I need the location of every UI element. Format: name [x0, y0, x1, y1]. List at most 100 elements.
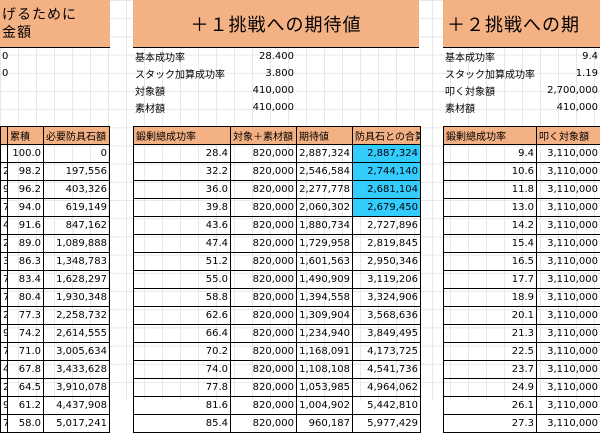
table-cell[interactable]: 3,433,628 [44, 361, 110, 379]
table-cell[interactable]: 7 [1, 415, 8, 433]
table-cell[interactable]: 100.0 [8, 145, 44, 163]
table-cell[interactable]: 89.0 [8, 235, 44, 253]
table-cell[interactable]: 16.5 [444, 253, 537, 271]
table-cell[interactable]: 1,601,563 [297, 253, 353, 271]
table-cell[interactable]: 3,110,000 [537, 289, 600, 307]
table-cell[interactable]: 36.0 [134, 181, 231, 199]
table-cell[interactable]: 98.2 [8, 163, 44, 181]
table-cell[interactable]: 5,442,810 [353, 397, 421, 415]
table-cell[interactable]: 820,000 [231, 163, 297, 181]
table-cell[interactable]: 1,004,902 [297, 397, 353, 415]
table-cell[interactable]: 24.9 [444, 379, 537, 397]
table-cell[interactable]: 77.3 [8, 307, 44, 325]
table-cell[interactable]: 3,110,000 [537, 145, 600, 163]
table-cell[interactable]: 32.2 [134, 163, 231, 181]
table-cell[interactable]: 4,173,725 [353, 343, 421, 361]
column-header[interactable]: 累積 [8, 127, 44, 145]
table-cell[interactable]: 5,017,241 [44, 415, 110, 433]
empty-cell[interactable] [296, 65, 423, 82]
column-header[interactable] [1, 127, 8, 145]
empty-cell[interactable] [296, 99, 423, 116]
column-header[interactable]: 対象＋素材額 [231, 127, 297, 145]
table-cell[interactable]: 51.2 [134, 253, 231, 271]
column-header[interactable]: 期待値 [297, 127, 353, 145]
table-cell[interactable]: 7 [1, 289, 8, 307]
table-cell[interactable]: 619,149 [44, 199, 110, 217]
table-cell[interactable]: 91.6 [8, 217, 44, 235]
table-cell[interactable]: 1,729,958 [297, 235, 353, 253]
table-cell[interactable]: 3,110,000 [537, 343, 600, 361]
table-cell[interactable]: 64.5 [8, 379, 44, 397]
table-cell[interactable]: 81.6 [134, 397, 231, 415]
table-cell[interactable]: 17.7 [444, 271, 537, 289]
table-cell[interactable]: 3,110,000 [537, 325, 600, 343]
info-value[interactable]: 0 [0, 48, 108, 65]
table-cell[interactable]: 1,053,985 [297, 379, 353, 397]
table-cell[interactable]: 7 [1, 271, 8, 289]
table-cell[interactable]: 1,348,783 [44, 253, 110, 271]
table-cell[interactable]: 820,000 [231, 217, 297, 235]
table-cell[interactable] [1, 145, 8, 163]
table-cell[interactable]: 820,000 [231, 325, 297, 343]
table-cell[interactable]: 3,110,000 [537, 361, 600, 379]
info-value[interactable]: 9.4 [536, 48, 600, 65]
table-cell[interactable]: 55.0 [134, 271, 231, 289]
table-cell[interactable]: 10.6 [444, 163, 537, 181]
table-cell[interactable]: 21.3 [444, 325, 537, 343]
info-label[interactable]: スタック加算成功率 [133, 65, 231, 82]
table-cell[interactable]: 820,000 [231, 289, 297, 307]
table-cell[interactable]: 7 [1, 343, 8, 361]
table-cell[interactable]: 2 [1, 163, 8, 181]
table-cell[interactable]: 3,110,000 [537, 307, 600, 325]
table-cell[interactable]: 3,110,000 [537, 181, 600, 199]
table-cell[interactable]: 70.2 [134, 343, 231, 361]
table-cell[interactable]: 9 [1, 397, 8, 415]
table-cell[interactable]: 26.1 [444, 397, 537, 415]
table-cell[interactable]: 9 [1, 325, 8, 343]
info-label[interactable]: 基本成功率 [133, 48, 231, 65]
table-cell[interactable]: 71.0 [8, 343, 44, 361]
table-cell[interactable]: 1,309,904 [297, 307, 353, 325]
table-cell[interactable]: 39.8 [134, 199, 231, 217]
table-cell[interactable]: 2,887,324 [297, 145, 353, 163]
table-cell[interactable]: 1,930,348 [44, 289, 110, 307]
table-cell[interactable]: 1,394,558 [297, 289, 353, 307]
table-cell[interactable]: 3,110,000 [537, 235, 600, 253]
table-cell[interactable]: 820,000 [231, 181, 297, 199]
table-cell[interactable]: 4,437,908 [44, 397, 110, 415]
table-cell[interactable]: 5,977,429 [353, 415, 421, 433]
table-cell[interactable]: 820,000 [231, 253, 297, 271]
info-value[interactable]: 410,000 [536, 99, 600, 116]
table-cell[interactable]: 61.2 [8, 397, 44, 415]
table-cell[interactable]: 66.4 [134, 325, 231, 343]
table-cell[interactable]: 2,819,845 [353, 235, 421, 253]
info-label[interactable]: スタック加算成功率 [443, 65, 536, 82]
table-cell[interactable]: 3,110,000 [537, 379, 600, 397]
table-cell[interactable]: 3,110,000 [537, 415, 600, 433]
table-cell[interactable]: 2,679,450 [353, 199, 421, 217]
table-cell[interactable]: 3,568,636 [353, 307, 421, 325]
table-cell[interactable]: 23.7 [444, 361, 537, 379]
table-cell[interactable]: 1,168,091 [297, 343, 353, 361]
table-cell[interactable]: 3,849,495 [353, 325, 421, 343]
table-cell[interactable]: 7 [1, 199, 8, 217]
table-cell[interactable]: 820,000 [231, 235, 297, 253]
info-value[interactable]: 410,000 [231, 82, 296, 99]
table-cell[interactable]: 14.2 [444, 217, 537, 235]
table-cell[interactable]: 77.8 [134, 379, 231, 397]
table-cell[interactable]: 4 [1, 361, 8, 379]
table-cell[interactable]: 3 [1, 253, 8, 271]
info-value[interactable]: 28.400 [231, 48, 296, 65]
table-cell[interactable]: 3,910,078 [44, 379, 110, 397]
info-label[interactable]: 対象額 [133, 82, 231, 99]
info-label[interactable]: 素材額 [133, 99, 231, 116]
table-cell[interactable]: 22.5 [444, 343, 537, 361]
table-cell[interactable]: 820,000 [231, 361, 297, 379]
table-cell[interactable]: 820,000 [231, 379, 297, 397]
info-label[interactable]: 基本成功率 [443, 48, 536, 65]
table-cell[interactable]: 3,005,634 [44, 343, 110, 361]
empty-cell[interactable] [296, 48, 423, 65]
table-cell[interactable]: 18.9 [444, 289, 537, 307]
table-cell[interactable]: 0 [44, 145, 110, 163]
table-cell[interactable]: 3,110,000 [537, 397, 600, 415]
